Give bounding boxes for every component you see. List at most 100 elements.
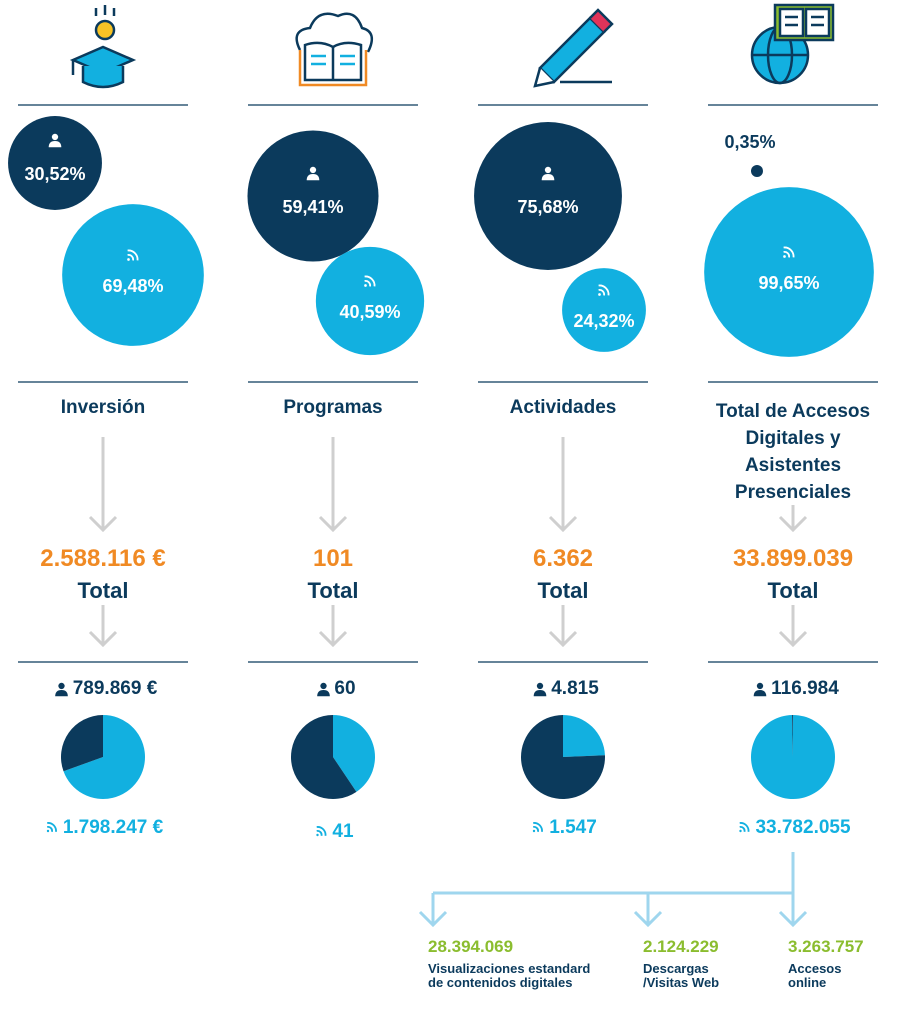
online-icon [739, 822, 750, 833]
online-icon [598, 284, 610, 296]
icon-pen [533, 8, 614, 88]
presencial-share: 30,52% [24, 164, 86, 185]
person-body [753, 690, 767, 697]
presencial-share: 75,68% [517, 197, 579, 218]
online-value: 41 [332, 821, 354, 842]
pie-slice [290, 715, 357, 799]
total-value: 2.588.116 € [40, 545, 166, 572]
online-dot [783, 255, 786, 258]
person-icon [753, 682, 767, 697]
person-body [48, 141, 62, 148]
online-arc [47, 822, 57, 832]
arrow-head [418, 910, 448, 928]
person-head [544, 166, 552, 174]
total-value: 6.362 [532, 545, 594, 572]
pie-slice [751, 715, 836, 800]
icon-globe-book [750, 3, 835, 85]
online-arc [127, 249, 139, 261]
online-share: 99,65% [758, 273, 820, 294]
online-icon [532, 822, 543, 833]
person-icon [48, 133, 62, 148]
online-arc [598, 284, 610, 296]
arrow-head [318, 515, 348, 533]
person-head [756, 682, 764, 690]
pie-slice [563, 715, 605, 757]
arrow-head [778, 630, 808, 648]
person-body [317, 690, 330, 697]
bubble-presencial [247, 130, 379, 262]
person-head [58, 682, 65, 690]
online-dot [364, 284, 367, 287]
presencial-share: 0,35% [724, 132, 776, 153]
online-arc [316, 826, 327, 836]
person-icon [533, 682, 547, 697]
arrow-head [318, 630, 348, 648]
online-arc [533, 822, 543, 832]
online-value: 33.782.055 [755, 817, 851, 838]
breakdown-label: Visualizaciones estandard de contenidos … [428, 961, 591, 990]
arrow-head [548, 630, 578, 648]
icon-cloud-book [295, 12, 374, 87]
arrow-head [548, 515, 578, 533]
arrow-head [88, 515, 118, 533]
person-head [320, 682, 327, 690]
total-value: 33.899.039 [732, 545, 854, 572]
online-dot [739, 829, 742, 833]
online-arc [739, 826, 746, 833]
person-head [309, 166, 317, 174]
online-arc [316, 830, 323, 837]
online-icon [783, 246, 795, 258]
presencial-value: 60 [334, 678, 356, 699]
online-arc [598, 289, 605, 296]
bubble-online [62, 204, 204, 346]
presencial-value: 789.869 € [72, 678, 158, 699]
bubble-online [562, 268, 646, 352]
arrow-head [633, 910, 663, 928]
online-arc [364, 280, 371, 287]
person-body [533, 690, 547, 697]
online-arc [127, 254, 134, 261]
person-icon [541, 166, 555, 181]
online-arc [46, 826, 53, 833]
online-share: 69,48% [102, 276, 164, 297]
online-dot [532, 829, 536, 833]
arrow-head [778, 910, 808, 928]
total-label: Total [767, 578, 819, 603]
bubble-presencial [8, 116, 102, 210]
presencial-value: 4.815 [551, 678, 599, 699]
bubble-online [315, 246, 425, 356]
online-dot [598, 293, 601, 296]
online-icon [46, 822, 57, 833]
online-value: 1.547 [549, 817, 597, 838]
online-arc [783, 251, 790, 258]
online-dot [127, 258, 130, 261]
online-dot [316, 833, 319, 837]
column-title: Inversión [60, 397, 146, 418]
online-arc [364, 275, 376, 287]
presencial-value: 116.984 [771, 678, 839, 699]
total-label: Total [77, 578, 129, 603]
breakdown-label: Descargas /Visitas Web [643, 961, 720, 990]
online-arc [739, 822, 750, 832]
presencial-marker [751, 165, 763, 177]
person-body [306, 174, 320, 181]
online-arc [532, 826, 539, 833]
person-body [541, 174, 555, 181]
pie-slice [63, 715, 145, 799]
person-icon [317, 682, 330, 697]
total-value: 101 [312, 545, 354, 572]
online-share: 40,59% [339, 302, 401, 323]
presencial-share: 59,41% [282, 197, 344, 218]
bubble-online [704, 187, 874, 357]
total-label: Total [307, 578, 359, 603]
online-value: 1.798.247 € [62, 817, 164, 838]
breakdown-label: Accesos online [788, 961, 842, 990]
online-icon [316, 826, 327, 837]
online-arc [783, 246, 795, 258]
pie-slice [60, 715, 103, 772]
total-label: Total [537, 578, 589, 603]
person-head [536, 682, 544, 690]
online-dot [46, 829, 50, 833]
